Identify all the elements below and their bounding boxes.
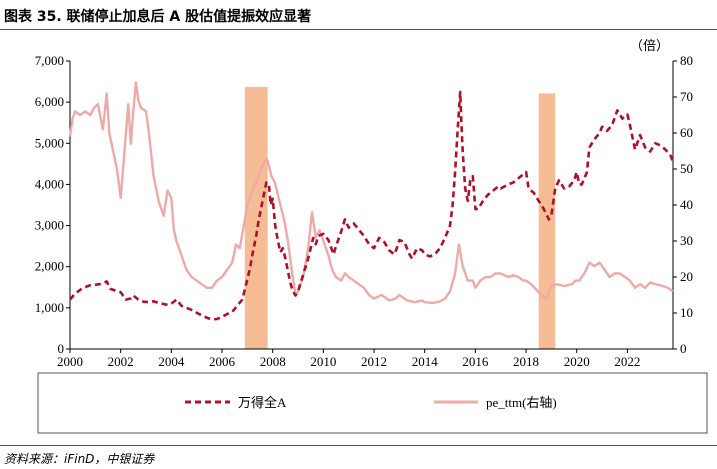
right-axis-unit: （倍）	[630, 38, 669, 53]
right-tick-label: 10	[680, 305, 693, 320]
x-tick-label: 2016	[462, 354, 489, 369]
x-tick-label: 2008	[260, 354, 286, 369]
right-tick-label: 0	[680, 341, 687, 356]
footer-rule	[0, 445, 717, 446]
legend-label-series1: 万得全A	[238, 395, 287, 410]
x-tick-label: 2018	[513, 354, 539, 369]
left-tick-label: 5,000	[35, 135, 64, 150]
left-axis-ticks: 0 1,000 2,000 3,000 4,000 5,000 6,000 7,000	[35, 53, 70, 356]
left-tick-label: 0	[58, 341, 65, 356]
x-tick-label: 2010	[310, 354, 336, 369]
left-tick-label: 6,000	[35, 94, 64, 109]
legend-label-series2: pe_ttm(右轴)	[486, 395, 557, 410]
source-note: 资料来源：iFinD，中银证券	[4, 452, 155, 466]
right-tick-label: 40	[680, 197, 693, 212]
series-line-wind-a	[69, 90, 675, 321]
title-rule	[0, 29, 717, 30]
series-lines	[68, 81, 675, 321]
left-tick-label: 2,000	[35, 259, 64, 274]
x-tick-label: 2006	[209, 354, 236, 369]
x-tick-label: 2012	[361, 354, 387, 369]
highlight-bands	[244, 86, 556, 350]
x-tick-label: 2002	[108, 354, 134, 369]
x-tick-label: 2014	[412, 354, 439, 369]
right-axis-ticks: 0 10 20 30 40 50 60 70 80	[673, 53, 693, 356]
right-tick-label: 70	[680, 89, 693, 104]
right-tick-label: 60	[680, 125, 693, 140]
x-tick-label: 2000	[57, 354, 83, 369]
x-tick-label: 2022	[614, 354, 640, 369]
left-tick-label: 1,000	[35, 300, 64, 315]
highlight-band-1	[244, 86, 268, 350]
x-tick-label: 2004	[158, 354, 185, 369]
right-tick-label: 80	[680, 53, 693, 68]
right-tick-label: 30	[680, 233, 693, 248]
left-tick-label: 4,000	[35, 176, 64, 191]
right-tick-label: 50	[680, 161, 693, 176]
left-tick-label: 7,000	[35, 53, 64, 68]
x-tick-label: 2020	[564, 354, 590, 369]
left-tick-label: 3,000	[35, 218, 64, 233]
chart-title: 图表 35. 联储停止加息后 A 股估值提振效应显著	[4, 9, 312, 25]
series-line-pe-ttm	[68, 81, 674, 305]
highlight-band-2	[538, 93, 556, 350]
legend-box	[37, 372, 708, 434]
right-tick-label: 20	[680, 269, 693, 284]
x-axis-ticks: 2000 2002 2004 2006 2008 2010 2012 2014 2016 2018…	[57, 349, 640, 369]
